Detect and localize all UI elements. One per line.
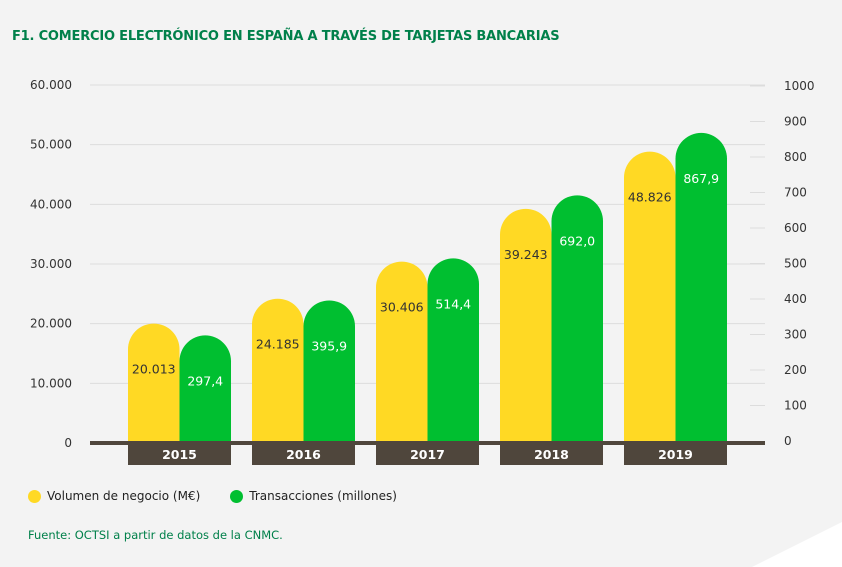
y-right-tick-label: 100 xyxy=(784,399,807,413)
y-right-tick-label: 300 xyxy=(784,328,807,342)
bar-transacciones xyxy=(427,258,479,443)
bar-volumen xyxy=(376,261,428,443)
x-tick-label: 2017 xyxy=(410,447,445,462)
y-right-tick-label: 0 xyxy=(784,434,792,448)
y-right-tick-label: 400 xyxy=(784,292,807,306)
data-label-transacciones: 514,4 xyxy=(435,296,471,311)
y-right-tick-label: 700 xyxy=(784,186,807,200)
data-label-volumen: 39.243 xyxy=(504,247,548,262)
y-left-tick-label: 0 xyxy=(64,436,72,450)
y-right-tick-label: 500 xyxy=(784,257,807,271)
y-left-tick-label: 50.000 xyxy=(30,138,72,152)
y-left-tick-label: 30.000 xyxy=(30,257,72,271)
data-label-transacciones: 297,4 xyxy=(187,373,223,388)
x-tick-label: 2019 xyxy=(658,447,693,462)
chart-title: F1. COMERCIO ELECTRÓNICO EN ESPAÑA A TRA… xyxy=(12,29,560,44)
bar-transacciones xyxy=(551,195,603,443)
x-category-box xyxy=(376,443,479,465)
y-right-tick-label: 900 xyxy=(784,115,807,129)
y-right-tick-label: 600 xyxy=(784,221,807,235)
bar-volumen xyxy=(500,208,552,443)
legend-label-transacciones: Transacciones (millones) xyxy=(249,489,397,503)
data-label-transacciones: 395,9 xyxy=(311,338,347,353)
y-left-tick-label: 60.000 xyxy=(30,78,72,92)
bar-transacciones xyxy=(179,335,231,443)
bar-volumen xyxy=(252,298,304,443)
source-note: Fuente: OCTSI a partir de datos de la CN… xyxy=(28,528,283,542)
data-label-transacciones: 692,0 xyxy=(559,233,595,248)
legend: Volumen de negocio (M€) Transacciones (m… xyxy=(28,489,397,503)
x-category-box xyxy=(252,443,355,465)
y-right-tick-label: 1000 xyxy=(784,79,815,93)
data-label-volumen: 30.406 xyxy=(380,300,424,315)
x-category-box xyxy=(624,443,727,465)
y-left-tick-label: 10.000 xyxy=(30,376,72,390)
x-tick-label: 2018 xyxy=(534,447,569,462)
legend-item-transacciones: Transacciones (millones) xyxy=(230,489,397,503)
legend-label-volumen: Volumen de negocio (M€) xyxy=(47,489,201,503)
y-left-tick-label: 40.000 xyxy=(30,197,72,211)
y-right-tick-label: 800 xyxy=(784,150,807,164)
y-right-tick-label: 200 xyxy=(784,363,807,377)
legend-swatch-transacciones xyxy=(230,489,244,503)
data-label-volumen: 20.013 xyxy=(132,362,176,377)
data-label-transacciones: 867,9 xyxy=(683,171,719,186)
bar-transacciones xyxy=(675,132,727,443)
legend-item-volumen: Volumen de negocio (M€) xyxy=(28,489,200,503)
bar-volumen xyxy=(624,151,676,443)
chart: 0 10.000 20.000 30.000 40.000 50.000 60.000 0 10… xyxy=(30,78,815,465)
x-tick-label: 2015 xyxy=(162,447,197,462)
data-label-volumen: 48.826 xyxy=(628,190,672,205)
x-tick-label: 2016 xyxy=(286,447,321,462)
bar-transacciones xyxy=(303,300,355,443)
bar-volumen xyxy=(128,323,180,443)
data-label-volumen: 24.185 xyxy=(256,337,300,352)
x-category-box xyxy=(500,443,603,465)
y-left-tick-label: 20.000 xyxy=(30,317,72,331)
x-category-box xyxy=(128,443,231,465)
decorative-corner xyxy=(752,522,842,567)
legend-swatch-volumen xyxy=(28,489,41,503)
